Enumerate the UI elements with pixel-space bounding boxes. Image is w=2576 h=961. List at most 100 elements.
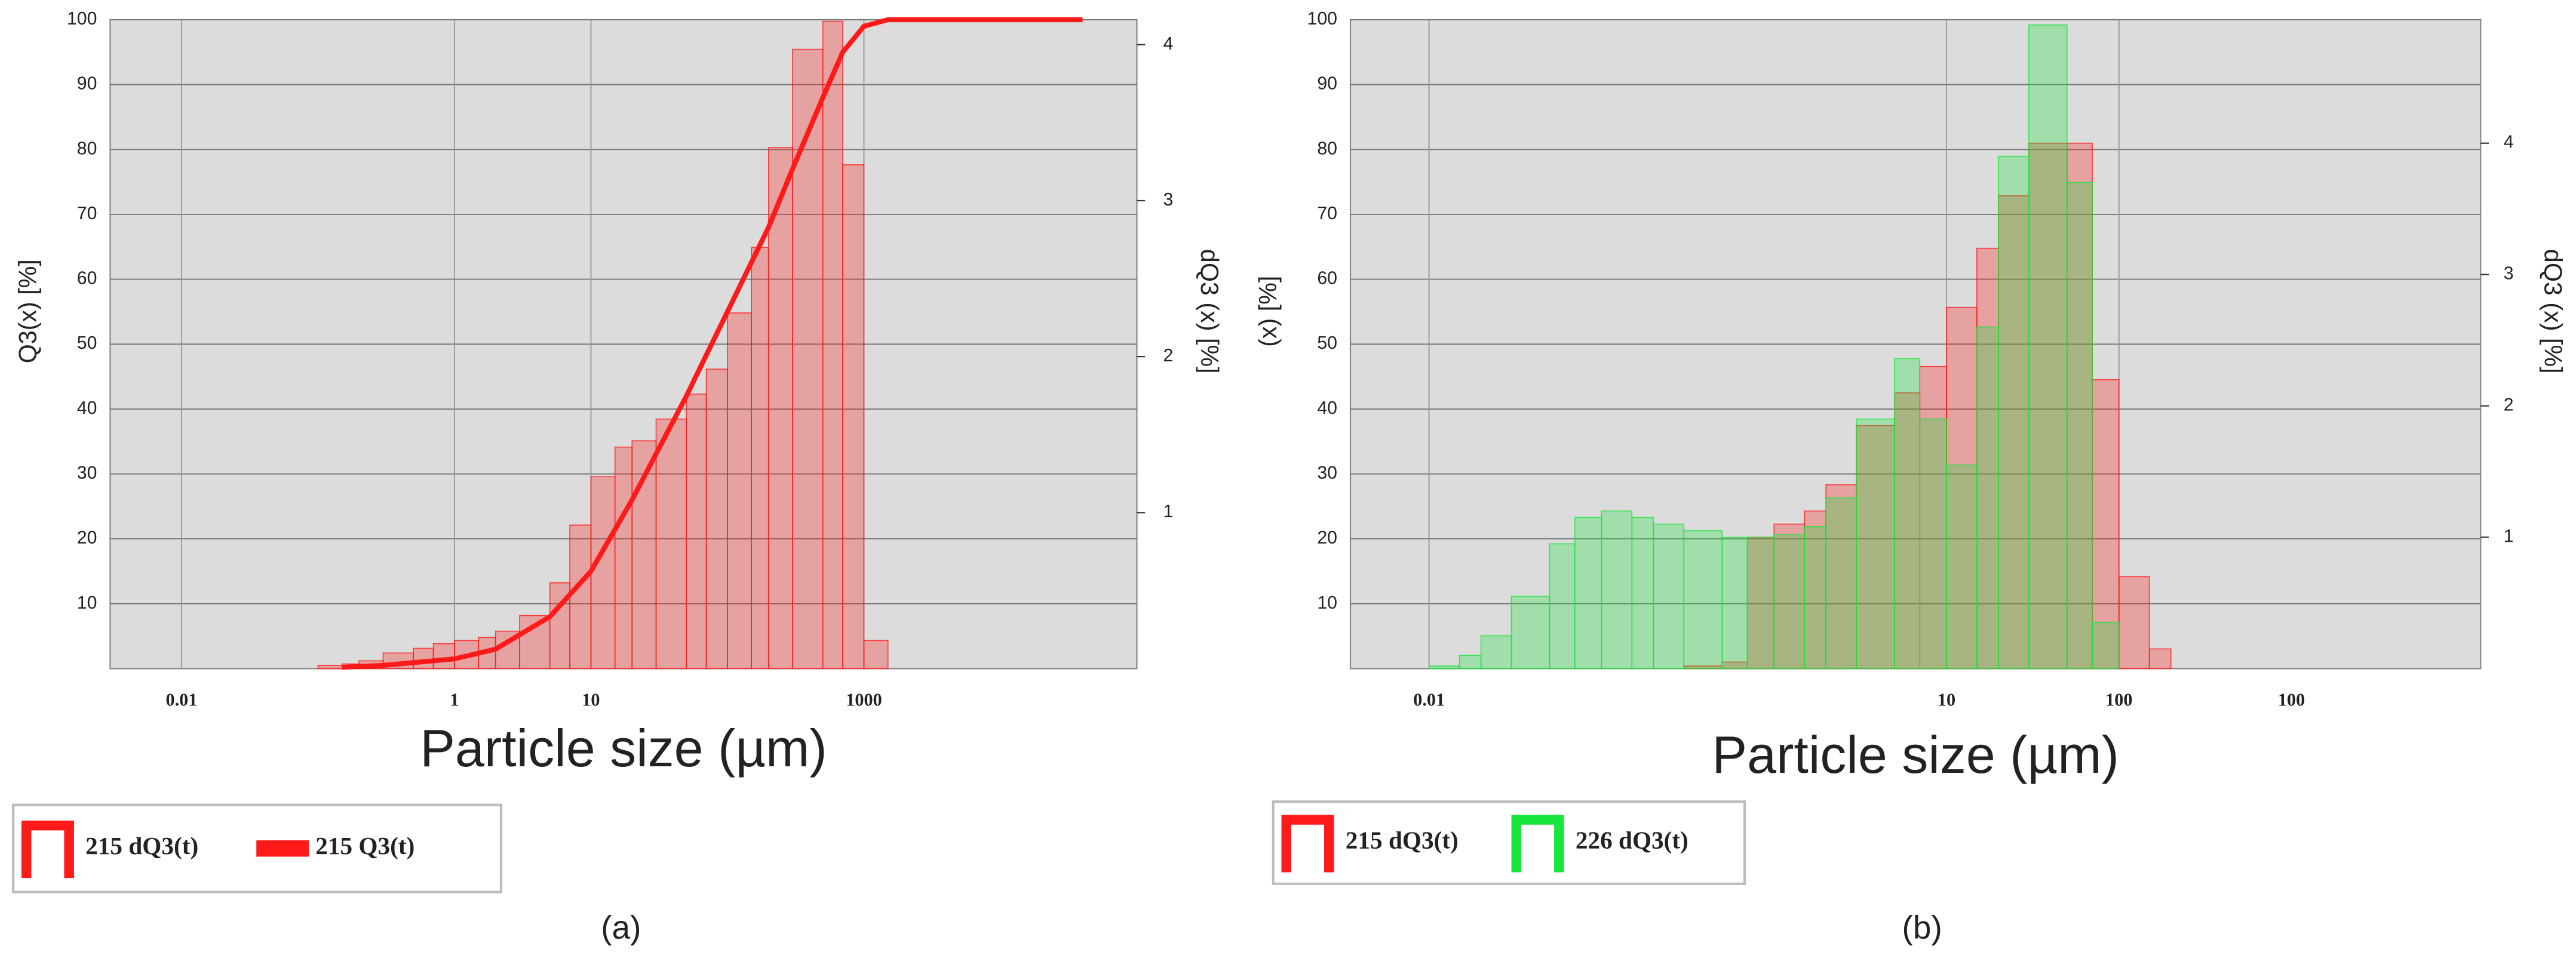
histogram-bar [1856,425,1895,670]
x-tick-label: 10 [1938,689,1955,710]
caption: (a) [601,908,641,945]
histogram-bar [1480,635,1512,670]
y-tick-label: 70 [77,204,97,223]
x-tick-label: 1 [450,689,459,710]
y-tick-label: 100 [1307,9,1337,29]
annotation: 100 [2278,689,2305,710]
histogram-bar [2092,622,2120,670]
legend-icon [21,820,74,879]
histogram-bar [1919,418,1947,670]
y2-tick-label: 1 [1163,502,1173,521]
histogram-bar [686,393,707,670]
histogram-bar [1653,523,1685,670]
y-tick-label: 90 [77,74,97,94]
y-tick-label: 20 [77,528,97,548]
y2-tick-label: 2 [2504,395,2514,415]
y-tick-label: 20 [1317,528,1337,548]
y-tick-label: 60 [77,269,97,288]
histogram-bar [842,164,865,670]
y-tick-label: 60 [1317,269,1337,288]
x-tick-label: 10 [582,689,600,710]
y-tick-label: 50 [77,333,97,353]
x-tick-label: 1000 [846,689,882,710]
y-axis-title: (x) [%] [1254,276,1282,347]
histogram-bar [614,446,633,670]
y2-tick-label: 3 [2504,264,2514,284]
y-tick-label: 80 [1317,139,1337,158]
histogram-bar [590,476,616,670]
histogram-bar [2067,142,2093,670]
y2-axis-title: dQ3 (x) [%] [1196,249,1223,374]
histogram-bar [1946,464,1978,670]
histogram-bar [792,48,824,670]
cumulative-line [342,17,1083,670]
histogram-bar [767,147,793,670]
histogram-bar [655,418,687,670]
legend-label: 215 dQ3(t) [85,832,198,860]
histogram-bar [1894,358,1921,670]
histogram-bar [1631,517,1654,670]
y-tick-label: 40 [1317,398,1337,418]
histogram-bar [1976,247,1999,670]
x-tick-label: 100 [2105,689,2132,710]
x-axis-title: Particle size (µm) [1712,725,2118,784]
y-tick-label: 30 [77,463,97,483]
histogram-bar [1746,536,1775,670]
histogram-bar [727,312,753,670]
y-tick-label: 80 [77,139,97,158]
y-tick-label: 90 [1317,74,1337,94]
legend-icon [1281,815,1334,873]
legend-icon [1511,815,1564,873]
x-tick-label: 0.01 [1413,689,1445,710]
panel: 10 20 30 40 50 60 70 80 90 100 1 2 3 4 0.01 1 10 1000 Part… [12,9,1223,945]
x-axis-title: Particle size (µm) [420,719,827,778]
histogram-bar [2148,648,2172,670]
histogram-bar [569,524,592,670]
panel: 10 20 30 40 50 60 70 80 90 100 1 2 3 4 0.01 10 100 100 Par… [1254,9,2567,945]
caption: (b) [1902,908,1942,945]
y-tick-label: 40 [77,398,97,418]
histogram-bar [1998,155,2030,670]
histogram-bar [1428,665,1460,670]
legend-box [1272,800,1746,885]
y-tick-label: 50 [1317,333,1337,353]
y-axis-title: Q3(x) [%] [14,259,42,363]
y2-tick-label: 2 [1163,346,1173,366]
y-tick-label: 10 [1317,593,1337,613]
histogram-bar [1919,366,1947,670]
legend-icon [256,840,309,857]
histogram-bar [1856,418,1895,670]
y-tick-label: 10 [77,593,97,613]
y2-axis-title: dQ3 (x) [%] [2540,249,2567,374]
y2-tick-label: 3 [1163,190,1173,210]
y-tick-label: 70 [1317,204,1337,223]
histogram-bar [705,369,728,670]
histogram-bar [863,640,889,670]
histogram-bar [1574,517,1602,670]
histogram-bar [2067,182,2093,670]
histogram-bar [413,647,434,670]
legend-label: 226 dQ3(t) [1576,826,1688,854]
histogram-bar [1721,536,1748,670]
y2-tick-label: 1 [2504,526,2514,546]
histogram-bar [317,665,343,670]
histogram-bar [822,20,843,670]
histogram-bar [1549,543,1576,670]
histogram-bar [751,247,769,670]
histogram-bar [1773,534,1805,670]
histogram-bar [1601,510,1633,670]
y-tick-label: 100 [67,9,97,29]
histogram-bar [1804,526,1826,670]
legend-label: 215 dQ3(t) [1346,826,1459,854]
histogram-bar [1825,497,1857,670]
histogram-bar [2118,576,2150,670]
histogram-bar [1773,523,1805,670]
histogram-bar [1976,326,1999,670]
histogram-bar [2028,142,2068,670]
y-tick-label: 30 [1317,463,1337,483]
histogram-bar [1459,655,1482,670]
x-tick-label: 0.01 [165,689,197,710]
histogram-bar [1683,530,1723,670]
y2-tick-label: 4 [1163,34,1173,54]
